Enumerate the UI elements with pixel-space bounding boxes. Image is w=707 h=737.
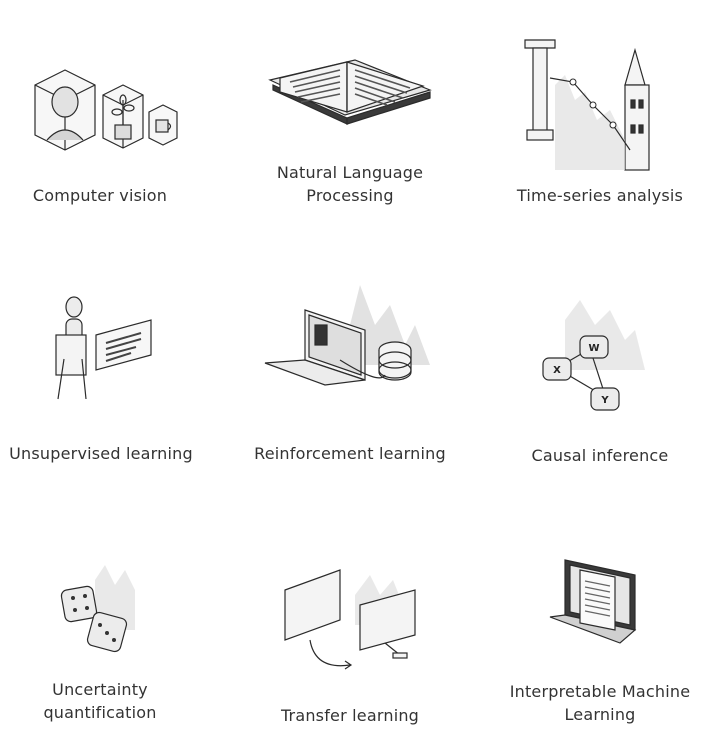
topic-label: Causal inference [531,446,669,465]
topic-label: Transfer learning [280,706,420,725]
topic-label: Interpretable Machine Learning [509,682,691,724]
topic-label: Reinforcement learning [254,444,446,463]
computer-vision-icon [0,40,215,190]
topic-label: Time-series analysis [516,186,684,205]
topic-label: Computer vision [32,186,168,205]
node-w: W [588,343,599,354]
node-y: Y [600,395,609,406]
dice-icon [0,560,215,710]
laptop-database-icon [235,285,465,435]
topic-label: Natural Language Processing [276,163,424,205]
node-x: X [553,365,561,376]
topic-label: Uncertainty quantification [43,680,157,722]
topic-label: Unsupervised learning [9,444,193,463]
mannequin-screen-icon [0,295,216,445]
monitors-transfer-icon [235,565,465,715]
laptop-document-icon [485,555,707,705]
causal-graph-icon: W X Y [485,300,707,450]
open-book-icon [235,30,465,180]
column-tower-chart-icon [485,30,707,180]
